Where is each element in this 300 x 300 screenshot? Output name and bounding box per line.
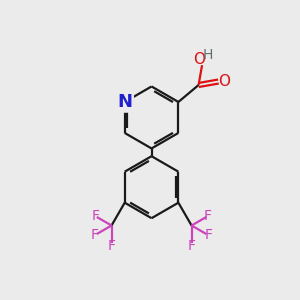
Text: N: N: [117, 93, 132, 111]
Text: O: O: [218, 74, 230, 89]
Text: F: F: [92, 209, 99, 223]
Text: F: F: [204, 209, 212, 223]
Text: O: O: [193, 52, 205, 67]
Text: F: F: [205, 228, 212, 242]
Text: F: F: [188, 239, 196, 253]
Text: F: F: [107, 239, 116, 253]
Text: F: F: [91, 228, 99, 242]
Text: H: H: [203, 48, 214, 62]
